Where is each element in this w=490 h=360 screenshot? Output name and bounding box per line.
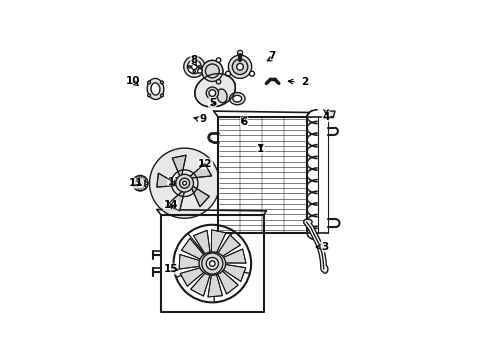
Text: 9: 9 xyxy=(199,114,206,125)
Circle shape xyxy=(133,182,136,185)
Polygon shape xyxy=(220,249,246,263)
Circle shape xyxy=(197,69,202,73)
Circle shape xyxy=(205,64,219,78)
Circle shape xyxy=(135,178,145,188)
Circle shape xyxy=(206,87,219,99)
Circle shape xyxy=(193,61,196,63)
Text: 6: 6 xyxy=(241,117,248,127)
Circle shape xyxy=(202,60,223,81)
Circle shape xyxy=(147,94,150,97)
Ellipse shape xyxy=(229,93,245,105)
Circle shape xyxy=(132,175,148,191)
Polygon shape xyxy=(180,266,207,286)
Polygon shape xyxy=(179,255,204,269)
Ellipse shape xyxy=(233,95,242,102)
Circle shape xyxy=(210,261,215,266)
Text: 7: 7 xyxy=(268,51,275,61)
Circle shape xyxy=(217,80,221,84)
Circle shape xyxy=(145,182,147,185)
Text: 12: 12 xyxy=(198,159,213,169)
Circle shape xyxy=(187,60,201,74)
Circle shape xyxy=(139,188,142,191)
Polygon shape xyxy=(149,148,220,218)
Polygon shape xyxy=(220,264,246,282)
Polygon shape xyxy=(191,270,211,296)
Polygon shape xyxy=(190,185,209,207)
Circle shape xyxy=(139,176,142,179)
Circle shape xyxy=(228,55,252,78)
Circle shape xyxy=(209,90,216,96)
Text: 4: 4 xyxy=(322,112,330,122)
Text: 14: 14 xyxy=(164,201,178,210)
Polygon shape xyxy=(194,230,211,257)
Polygon shape xyxy=(157,173,179,187)
Text: 2: 2 xyxy=(301,77,309,87)
Circle shape xyxy=(189,66,191,68)
Polygon shape xyxy=(181,238,206,261)
Text: 3: 3 xyxy=(321,242,328,252)
Polygon shape xyxy=(195,74,235,107)
Text: 15: 15 xyxy=(164,264,178,274)
Circle shape xyxy=(147,81,150,84)
Text: 5: 5 xyxy=(209,98,216,108)
Ellipse shape xyxy=(217,89,227,103)
Circle shape xyxy=(161,81,163,84)
Circle shape xyxy=(180,178,190,188)
Circle shape xyxy=(217,58,221,62)
Polygon shape xyxy=(208,271,222,297)
Ellipse shape xyxy=(322,265,328,273)
Circle shape xyxy=(135,177,137,180)
Circle shape xyxy=(143,186,146,189)
Circle shape xyxy=(232,59,248,75)
Polygon shape xyxy=(172,155,186,179)
Circle shape xyxy=(238,50,243,55)
Polygon shape xyxy=(216,235,241,258)
Ellipse shape xyxy=(151,83,160,95)
Circle shape xyxy=(192,64,197,69)
Ellipse shape xyxy=(147,78,164,99)
Text: 10: 10 xyxy=(126,76,141,86)
Ellipse shape xyxy=(304,219,312,225)
Polygon shape xyxy=(211,230,226,256)
Polygon shape xyxy=(188,164,212,179)
Circle shape xyxy=(202,253,223,274)
Circle shape xyxy=(225,71,230,76)
Polygon shape xyxy=(218,117,307,233)
Circle shape xyxy=(206,257,219,270)
Polygon shape xyxy=(167,189,185,211)
Text: 8: 8 xyxy=(191,55,198,65)
Circle shape xyxy=(143,177,146,180)
Text: 1: 1 xyxy=(257,144,265,153)
Circle shape xyxy=(135,186,137,189)
Circle shape xyxy=(237,63,244,70)
Circle shape xyxy=(249,71,254,76)
Text: 13: 13 xyxy=(168,177,182,187)
Circle shape xyxy=(138,181,143,185)
Circle shape xyxy=(183,181,187,185)
Text: 11: 11 xyxy=(129,178,144,188)
Circle shape xyxy=(161,94,163,97)
Ellipse shape xyxy=(199,252,225,275)
Circle shape xyxy=(184,56,205,77)
Circle shape xyxy=(176,174,194,192)
Polygon shape xyxy=(217,268,238,294)
Circle shape xyxy=(198,66,200,68)
Polygon shape xyxy=(325,111,335,117)
Circle shape xyxy=(193,70,196,73)
